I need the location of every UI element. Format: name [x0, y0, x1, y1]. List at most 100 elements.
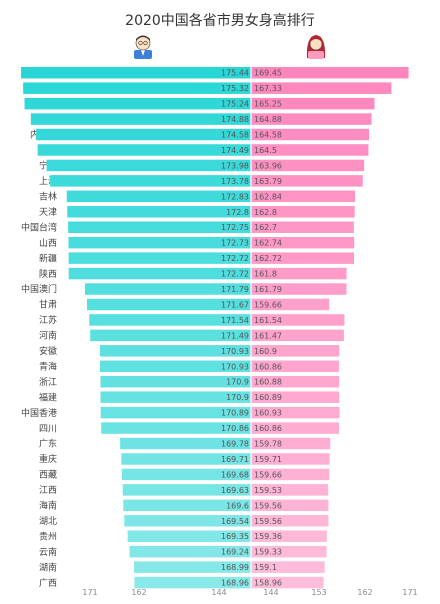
- province-row: 云南 169.24 159.33: [39, 546, 327, 558]
- province-row: 陕西 172.72 161.8: [39, 268, 347, 280]
- male-bar: [99, 360, 251, 373]
- female-bar: [251, 453, 330, 465]
- female-bar: [251, 283, 347, 295]
- province-label: 浙江: [39, 376, 57, 388]
- male-value-label: 169.78: [221, 440, 249, 449]
- province-label: 江苏: [39, 314, 57, 326]
- female-value-label: 159.33: [254, 548, 282, 557]
- male-bar: [36, 128, 251, 141]
- female-value-label: 160.93: [254, 409, 282, 418]
- province-row: 重庆 169.71 159.71: [39, 453, 330, 465]
- province-row: 四川 170.86 160.86: [39, 422, 339, 434]
- province-row: 甘肃 171.67 159.66: [39, 299, 330, 311]
- male-value-label: 169.35: [221, 532, 249, 541]
- female-bar: [251, 66, 409, 79]
- male-value-label: 168.99: [221, 563, 249, 572]
- province-label: 中国香港: [21, 407, 57, 419]
- male-value-label: 170.9: [226, 378, 249, 387]
- female-value-label: 159.78: [254, 440, 282, 449]
- male-value-label: 171.67: [221, 300, 249, 309]
- female-value-label: 164.88: [254, 115, 282, 124]
- province-row: 中国澳门 171.79 161.79: [21, 283, 347, 295]
- province-label: 山西: [39, 238, 57, 249]
- male-bar: [121, 453, 251, 465]
- province-label: 天津: [39, 207, 57, 218]
- female-bar: [251, 499, 329, 512]
- male-value-label: 172.73: [221, 239, 249, 248]
- male-value-label: 174.88: [221, 115, 249, 124]
- male-bar: [120, 437, 251, 450]
- female-value-label: 159.1: [254, 563, 277, 572]
- male-bar: [99, 345, 251, 357]
- province-label: 西藏: [39, 469, 57, 481]
- male-bar: [89, 314, 251, 326]
- female-value-label: 165.25: [254, 100, 282, 109]
- male-value-label: 172.83: [221, 192, 249, 201]
- province-label: 甘肃: [39, 299, 57, 311]
- male-value-label: 174.49: [221, 146, 249, 155]
- male-axis-tick: 144: [211, 588, 226, 597]
- province-label: 青海: [39, 360, 57, 372]
- province-row: 新疆 172.72 162.72: [39, 252, 355, 264]
- male-value-label: 175.24: [221, 100, 249, 109]
- male-bar: [23, 82, 252, 94]
- male-bar: [21, 66, 251, 79]
- female-bar: [251, 314, 345, 326]
- male-value-label: 170.9: [226, 393, 249, 402]
- male-bar: [127, 530, 251, 542]
- female-bar: [251, 97, 375, 110]
- province-row: 山西 172.73 162.74: [39, 236, 355, 249]
- female-bar: [251, 236, 355, 249]
- female-bar: [251, 422, 339, 434]
- male-value-label: 169.54: [221, 517, 249, 526]
- male-value-label: 175.32: [221, 84, 249, 93]
- female-value-label: 167.33: [254, 84, 282, 93]
- male-value-label: 169.24: [221, 548, 249, 557]
- province-label: 重庆: [39, 453, 57, 465]
- female-value-label: 160.86: [254, 362, 282, 371]
- female-bar: [251, 391, 340, 403]
- male-bar: [100, 375, 251, 388]
- female-value-label: 162.7: [254, 223, 277, 232]
- female-bar: [251, 221, 354, 233]
- female-value-label: 160.86: [254, 424, 282, 433]
- female-bar: [251, 252, 355, 264]
- province-row: 中国香港 170.89 160.93: [21, 407, 340, 419]
- male-value-label: 174.58: [221, 131, 249, 140]
- male-value-label: 171.54: [221, 316, 249, 325]
- female-bar: [251, 345, 340, 357]
- male-bar: [68, 267, 252, 280]
- female-value-label: 162.8: [254, 208, 277, 217]
- female-bar: [251, 437, 331, 450]
- male-avatar-icon: [134, 35, 152, 59]
- female-bar: [251, 329, 344, 342]
- province-row: 上海 173.78 163.79: [39, 175, 363, 187]
- province-label: 湖北: [39, 516, 57, 527]
- female-bar: [251, 190, 356, 203]
- male-value-label: 168.96: [221, 579, 249, 588]
- province-label: 安徽: [39, 345, 57, 357]
- female-bar: [251, 468, 330, 481]
- province-label: 江西: [39, 485, 57, 496]
- male-value-label: 173.98: [221, 161, 249, 170]
- female-value-label: 159.36: [254, 532, 282, 541]
- male-bar: [50, 175, 251, 187]
- male-value-label: 170.89: [221, 409, 249, 418]
- female-axis-tick: 162: [357, 588, 372, 597]
- male-bar: [68, 252, 252, 264]
- female-bar: [251, 375, 340, 388]
- province-row: 中国台湾 172.75 162.7: [21, 221, 354, 233]
- female-value-label: 162.74: [254, 239, 282, 248]
- female-value-label: 169.45: [254, 69, 282, 78]
- male-bar: [37, 144, 251, 156]
- female-bar: [251, 576, 324, 589]
- male-value-label: 169.71: [221, 455, 249, 464]
- female-bar: [251, 206, 355, 218]
- female-avatar-icon: [306, 35, 326, 59]
- male-bar: [133, 561, 251, 573]
